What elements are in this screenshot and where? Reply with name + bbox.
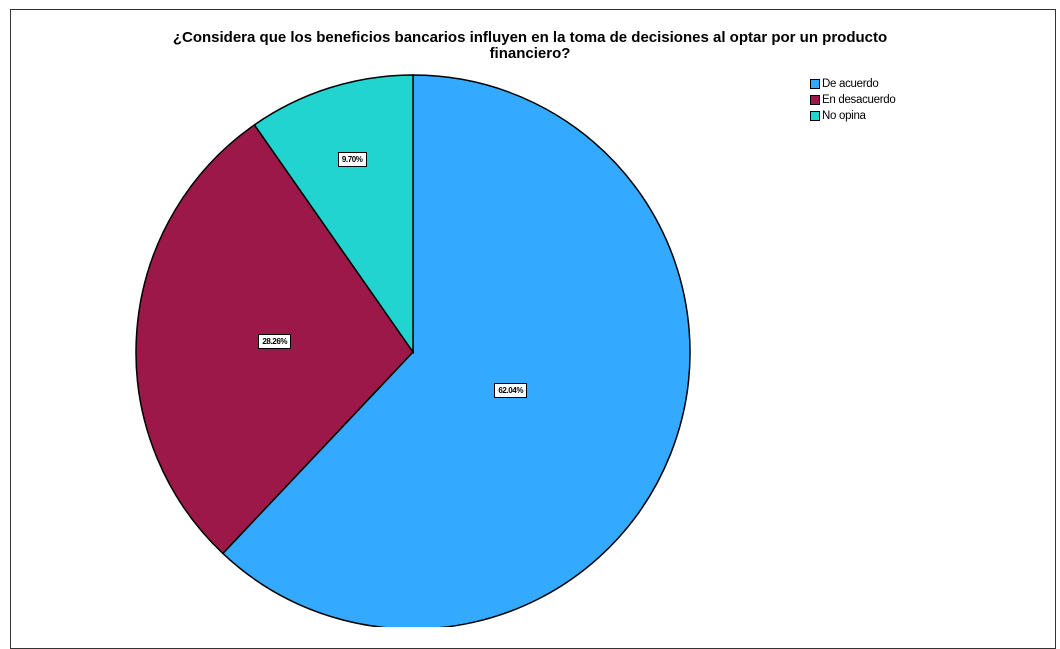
slice-label-de-acuerdo: 62.04% bbox=[494, 383, 528, 399]
pie-slices bbox=[135, 74, 691, 627]
chart-title-line-2: financiero? bbox=[489, 45, 571, 62]
legend: De acuerdo En desacuerdo No opina bbox=[810, 76, 896, 124]
legend-swatch-en-desacuerdo bbox=[810, 95, 820, 105]
legend-swatch-no-opina bbox=[810, 111, 820, 121]
legend-label-en-desacuerdo: En desacuerdo bbox=[822, 94, 896, 106]
legend-label-no-opina: No opina bbox=[822, 110, 866, 122]
legend-item-de-acuerdo: De acuerdo bbox=[810, 76, 895, 92]
pie-slice-no-opina bbox=[253, 74, 414, 355]
legend-item-no-opina: No opina bbox=[810, 108, 895, 124]
chart-title-line-1: ¿Considera que los beneficios bancarios … bbox=[172, 29, 888, 46]
legend-swatch-de-acuerdo bbox=[810, 79, 820, 89]
pie-chart bbox=[135, 74, 691, 627]
slice-label-en-desacuerdo: 28.26% bbox=[258, 334, 292, 350]
pie-slice-de-acuerdo bbox=[221, 74, 691, 627]
legend-label-de-acuerdo: De acuerdo bbox=[822, 78, 879, 90]
chart-title: ¿Considera que los beneficios bancarios … bbox=[20, 30, 1040, 62]
slice-label-no-opina: 9.70% bbox=[337, 151, 367, 167]
legend-item-en-desacuerdo: En desacuerdo bbox=[810, 92, 896, 108]
